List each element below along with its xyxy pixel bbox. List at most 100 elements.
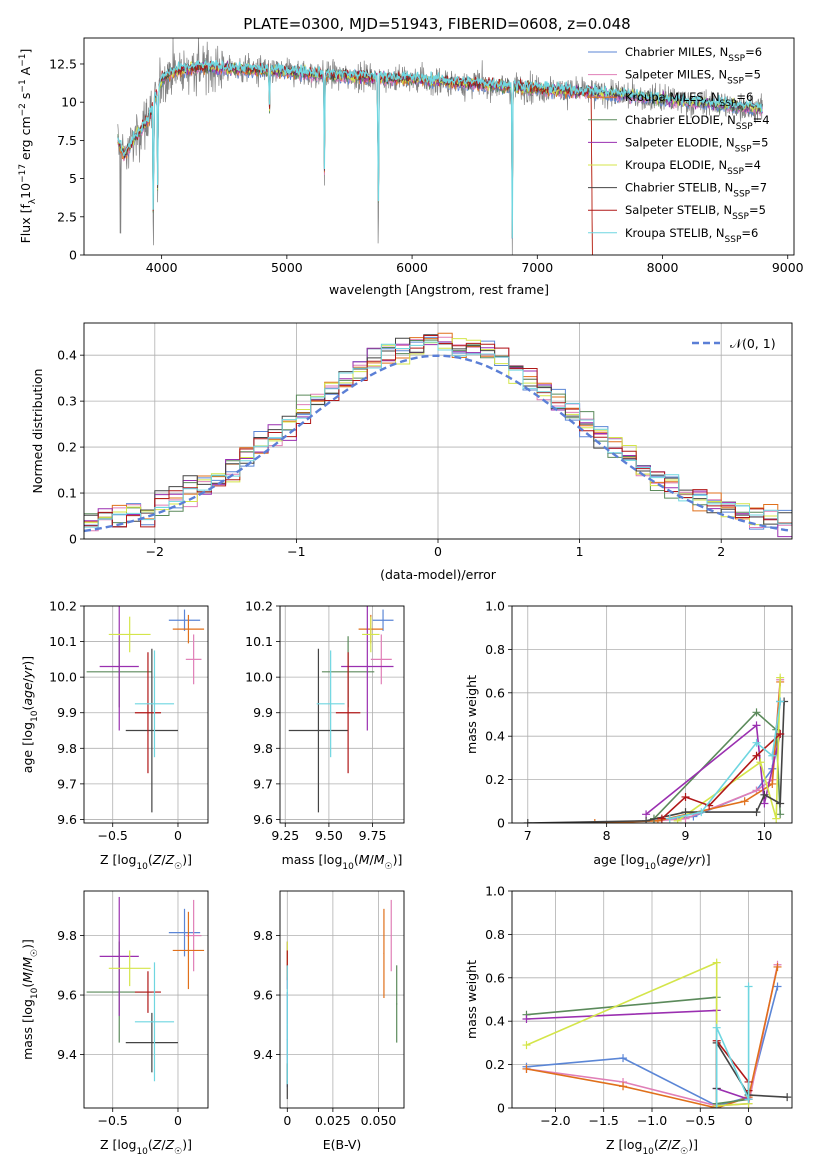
label-part: Z [671, 1137, 681, 1152]
x-tick-label: 9.50 [315, 828, 343, 843]
errorbar-point-salpeter-miles [390, 899, 392, 972]
label-part: M [20, 972, 35, 983]
label-part: / [370, 852, 375, 867]
y-tick-label: 9.8 [57, 741, 77, 756]
plot-area [522, 958, 792, 1108]
x-tick-label: 2 [717, 544, 725, 559]
weight-vs-metallicity-panel: −2.0 −1.5 −1.0 −0.5 0 0 0.2 0.4 0.6 0.8 1.0 Z [log1… [464, 884, 793, 1157]
errorbar-point-salpeter-elodie [99, 606, 139, 731]
errorbar-point-salpeter-elodie [99, 896, 139, 1016]
y-tick-label: 10.2 [245, 599, 273, 614]
label-part: SSP [728, 54, 745, 64]
x-axis-label: wavelength [Angstrom, rest frame] [329, 282, 549, 297]
label-part: )] [701, 852, 711, 867]
x-tick-label: 0 [283, 1113, 291, 1128]
label-part: ( [656, 852, 661, 867]
label-part: ( [148, 852, 153, 867]
label-part: SSP [736, 122, 753, 132]
x-tick-label: 7000 [521, 260, 553, 275]
y-tick-label: 0.6 [485, 970, 505, 985]
x-tick-label: 9 [682, 828, 690, 843]
plot-area [286, 899, 398, 1100]
y-tick-label: 9.6 [253, 812, 273, 827]
errorbar-point-kroupa-stelib [134, 650, 175, 758]
label-part: )] [182, 1137, 192, 1152]
y-tick-label: 10.1 [245, 634, 273, 649]
x-tick-label: 4000 [146, 260, 178, 275]
y-axis-label: mass [log10(M/M☉)] [20, 939, 40, 1060]
y-tick-label: 7.5 [57, 133, 77, 148]
weight-marker-chabrier-stelib [752, 808, 761, 817]
weight-line-kroupa-stelib [715, 986, 750, 1108]
y-tick-label: 10.0 [49, 670, 77, 685]
label-part: Z [log [606, 1137, 642, 1152]
weight-marker-chabrier-stelib [783, 1093, 792, 1102]
spectrum-panel: 4000 5000 6000 7000 8000 9000 0 2.5 5 7.5 10 12.5 Ch… [18, 37, 804, 297]
plot-area [86, 606, 205, 813]
label-part: age [log [20, 722, 35, 773]
y-tick-label: 9.9 [57, 705, 77, 720]
weight-marker-kroupa-miles [590, 819, 599, 823]
age-vs-metallicity-panel: −0.5 09.69.79.89.910.010.110.2Z [log10(Z/… [20, 599, 209, 872]
weight-marker-kroupa-miles [773, 962, 782, 971]
errorbar-point-salpeter-miles [370, 634, 392, 685]
label-part: E(B-V) [323, 1137, 362, 1152]
label-part: −1 [18, 54, 28, 67]
label-part: =4 [753, 113, 770, 127]
label-part: ☉ [680, 1147, 688, 1157]
weight-marker-kroupa-stelib [697, 808, 706, 817]
label-part: age [log [593, 852, 644, 867]
label-part: age [20, 682, 35, 706]
label-part: −1 [18, 79, 28, 92]
weight-marker-kroupa-elodie [772, 814, 781, 823]
label-part: )] [393, 852, 403, 867]
label-part: erg cm [18, 116, 33, 164]
label-part: =6 [745, 45, 762, 59]
weight-marker-salpeter-stelib [657, 814, 666, 823]
x-tick-label: −0.5 [98, 1113, 128, 1128]
x-axis-label: Z [log10(Z/Z☉)] [100, 1137, 192, 1157]
label-part: Chabrier STELIB, N [625, 181, 733, 195]
x-tick-label: 0.050 [361, 1113, 397, 1128]
label-part: SSP [727, 167, 744, 177]
x-tick-label: 1 [576, 544, 584, 559]
label-part: SSP [735, 144, 752, 154]
axes-frame [83, 322, 793, 540]
x-axis-label: age [log10(age/yr)] [593, 852, 710, 872]
x-tick-label: −2 [146, 544, 164, 559]
label-part: SSP [732, 212, 749, 222]
errorbar-point-chabrier-stelib [288, 648, 349, 813]
label-part: Z [165, 1137, 175, 1152]
label-part: SSP [733, 190, 750, 200]
y-tick-label: 10.1 [49, 634, 77, 649]
y-tick-label: 9.8 [253, 741, 273, 756]
label-part: ☉ [30, 949, 40, 957]
errorbar-point-kroupa-miles [172, 614, 205, 644]
axes-frame [83, 890, 209, 1109]
label-part: λ [28, 198, 38, 204]
y-tick-label: 10 [61, 95, 77, 110]
weight-line-kroupa-miles [594, 681, 781, 823]
errorbar-point-chabrier-miles [372, 609, 394, 631]
label-part: ( [20, 706, 35, 711]
label-part: 10 [136, 1147, 148, 1157]
weight-marker-kroupa-stelib [752, 738, 761, 747]
y-tick-label: 0 [497, 816, 505, 831]
y-tick-label: 0.4 [485, 1014, 505, 1029]
mass-vs-metallicity-panel: −0.5 09.49.69.8Z [log10(Z/Z☉)]mass [log10… [20, 890, 209, 1157]
label-part: ☉ [174, 862, 182, 872]
label-part: 10 [342, 862, 354, 872]
weight-marker-kroupa-elodie [776, 673, 785, 682]
weight-marker-chabrier-elodie [776, 810, 785, 819]
x-tick-label: 9000 [772, 260, 804, 275]
legend-label-kroupa-stelib: Kroupa STELIB, NSSP=6 [625, 226, 758, 245]
label-part: M [359, 852, 370, 867]
weight-marker-salpeter-stelib [776, 730, 785, 739]
label-part: )] [182, 852, 192, 867]
y-axis-label: age [log10(age/yr)] [20, 656, 40, 773]
label-part: / [667, 1137, 672, 1152]
residuals-panel: −2 −1 0 1 2 0 0.1 0.2 0.3 0.4 𝒩(0, 1) (data-model)/… [30, 322, 793, 582]
errorbar-point-chabrier-stelib [125, 648, 178, 813]
